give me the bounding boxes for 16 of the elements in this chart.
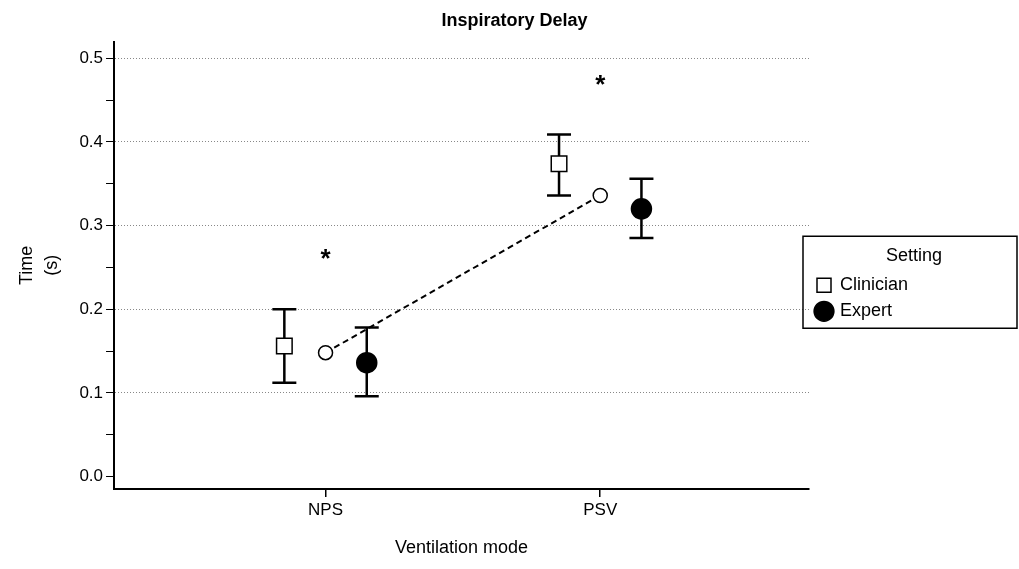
y-tick-label: 0.4 (79, 131, 104, 151)
y-tick-label: 0.1 (79, 382, 104, 402)
y-axis-title: Time (s) (15, 245, 61, 285)
legend-label: Clinician (840, 274, 909, 295)
x-tick-label: NPS (308, 499, 344, 519)
legend-title: Setting (885, 244, 943, 265)
x-axis-title: Ventilation mode (394, 537, 529, 558)
y-tick-label: 0.3 (79, 215, 104, 235)
chart-title: Inspiratory Delay (441, 9, 588, 30)
y-tick-label: 0.2 (79, 298, 104, 318)
x-tick-label: PSV (583, 499, 618, 519)
y-tick-label: 0.5 (79, 48, 104, 68)
annotation: * (320, 243, 332, 274)
legend-label: Expert (840, 300, 893, 321)
y-tick-label: 0.0 (79, 466, 104, 486)
annotation: * (595, 68, 607, 99)
